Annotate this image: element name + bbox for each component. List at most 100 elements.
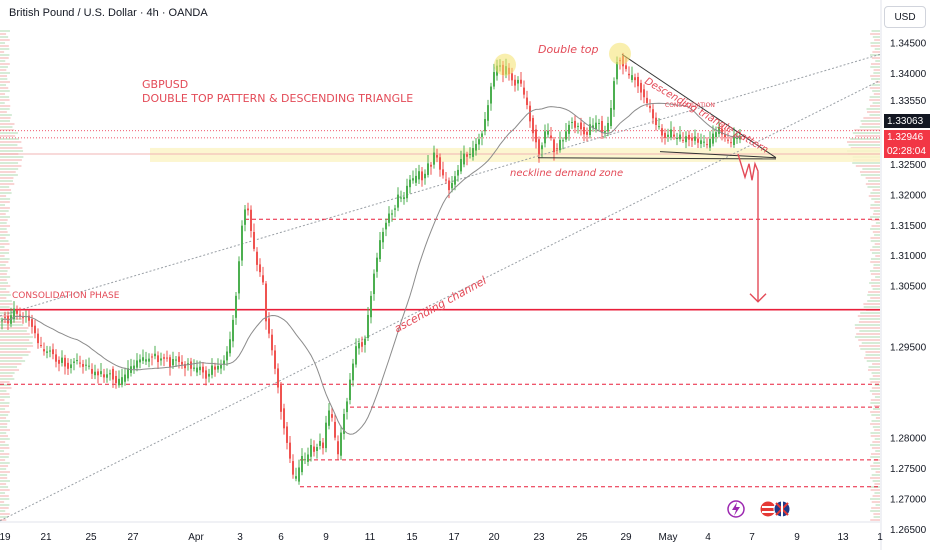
volume-profile-bar	[0, 456, 9, 458]
candle-body	[526, 97, 528, 106]
volume-profile-bar	[0, 195, 7, 197]
candle-body	[142, 357, 144, 361]
volume-profile-bar	[867, 300, 880, 302]
volume-profile-bar	[0, 390, 7, 392]
volume-profile-bar	[0, 261, 9, 263]
volume-profile-bar	[847, 141, 880, 143]
candle-body	[382, 231, 384, 243]
candle-body	[331, 414, 333, 418]
candle-body	[235, 295, 237, 318]
candle-body	[532, 118, 534, 134]
currency-button[interactable]: USD	[884, 6, 926, 28]
volume-profile-bar	[852, 162, 880, 164]
candle	[145, 351, 147, 365]
candle-body	[286, 426, 288, 443]
volume-profile-bar	[0, 279, 7, 281]
volume-profile-bar	[870, 192, 880, 194]
volume-profile-bar	[0, 72, 10, 74]
volume-profile-bar	[0, 165, 22, 167]
candle-body	[337, 441, 339, 455]
volume-profile-right	[847, 30, 880, 521]
candle-body	[292, 461, 294, 475]
x-tick-label: May	[659, 532, 678, 543]
candle-body	[523, 87, 525, 95]
volume-profile-bar	[0, 114, 12, 116]
channel-lower-line	[0, 80, 881, 522]
candle	[538, 136, 540, 163]
volume-profile-bar	[872, 288, 880, 290]
candle-body	[274, 350, 276, 369]
volume-profile-bar	[863, 117, 880, 119]
candle	[259, 258, 261, 277]
volume-profile-bar	[872, 363, 880, 365]
volume-profile-bar	[872, 90, 880, 92]
candle	[457, 165, 459, 182]
candle-body	[511, 73, 513, 81]
candle	[55, 349, 57, 368]
volume-profile-bar	[0, 519, 7, 521]
volume-profile-bar	[873, 267, 880, 269]
consolidation-label: CONSOLIDATION	[665, 102, 715, 109]
volume-profile-bar	[870, 456, 880, 458]
candle	[406, 178, 408, 203]
volume-profile-bar	[0, 93, 6, 95]
volume-profile-bar	[871, 474, 880, 476]
x-tick-label: 27	[127, 532, 139, 543]
volume-profile-bar	[871, 387, 880, 389]
candle-body	[484, 119, 486, 132]
candle-body	[316, 447, 318, 451]
candle	[307, 447, 309, 466]
y-tick-label: 1.34000	[890, 69, 927, 80]
volume-profile-bar	[0, 36, 9, 38]
candle-body	[520, 79, 522, 84]
volume-profile-bar	[855, 135, 880, 137]
volume-profile-bar	[870, 45, 880, 47]
candle-body	[145, 359, 147, 362]
candle-body	[700, 140, 702, 144]
double-top-marker	[609, 42, 631, 65]
volume-profile-bar	[867, 294, 880, 296]
candle-body	[736, 137, 738, 139]
candle	[220, 359, 222, 375]
candle	[274, 345, 276, 375]
analysis-title-symbol: GBPUSD	[142, 78, 189, 91]
candle	[451, 176, 453, 193]
volume-profile-bar	[873, 513, 880, 515]
candle-body	[424, 173, 426, 179]
volume-profile-bar	[0, 276, 11, 278]
candle-body	[712, 133, 714, 144]
candle-body	[376, 257, 378, 272]
candle-body	[109, 373, 111, 375]
volume-profile-bar	[865, 183, 880, 185]
candle-body	[562, 140, 564, 142]
volume-profile-bar	[0, 291, 10, 293]
candle	[400, 190, 402, 203]
candle	[151, 353, 153, 366]
candle	[355, 338, 357, 368]
candle	[208, 368, 210, 383]
candle-body	[703, 141, 705, 143]
candle-body	[367, 314, 369, 338]
volume-profile-bar	[864, 357, 880, 359]
y-tick-label: 1.32500	[890, 160, 927, 171]
candle	[580, 117, 582, 136]
candle-body	[304, 459, 306, 461]
volume-profile-bar	[0, 489, 10, 491]
volume-profile-bar	[0, 501, 5, 503]
volume-profile-bar	[871, 414, 880, 416]
volume-profile-bar	[0, 186, 10, 188]
symbol-title[interactable]: British Pound / U.S. Dollar · 4h · OANDA	[6, 6, 211, 20]
candle-body	[529, 105, 531, 122]
candle-body	[721, 128, 723, 135]
candle	[139, 354, 141, 369]
volume-profile-bar	[860, 120, 880, 122]
candle-body	[709, 138, 711, 148]
volume-profile-bar	[871, 198, 880, 200]
volume-profile-bar	[0, 204, 5, 206]
y-tick-label: 1.34500	[890, 38, 927, 49]
candle	[298, 459, 300, 485]
volume-profile-bar	[875, 276, 880, 278]
candle	[586, 127, 588, 142]
candle-body	[61, 357, 63, 363]
